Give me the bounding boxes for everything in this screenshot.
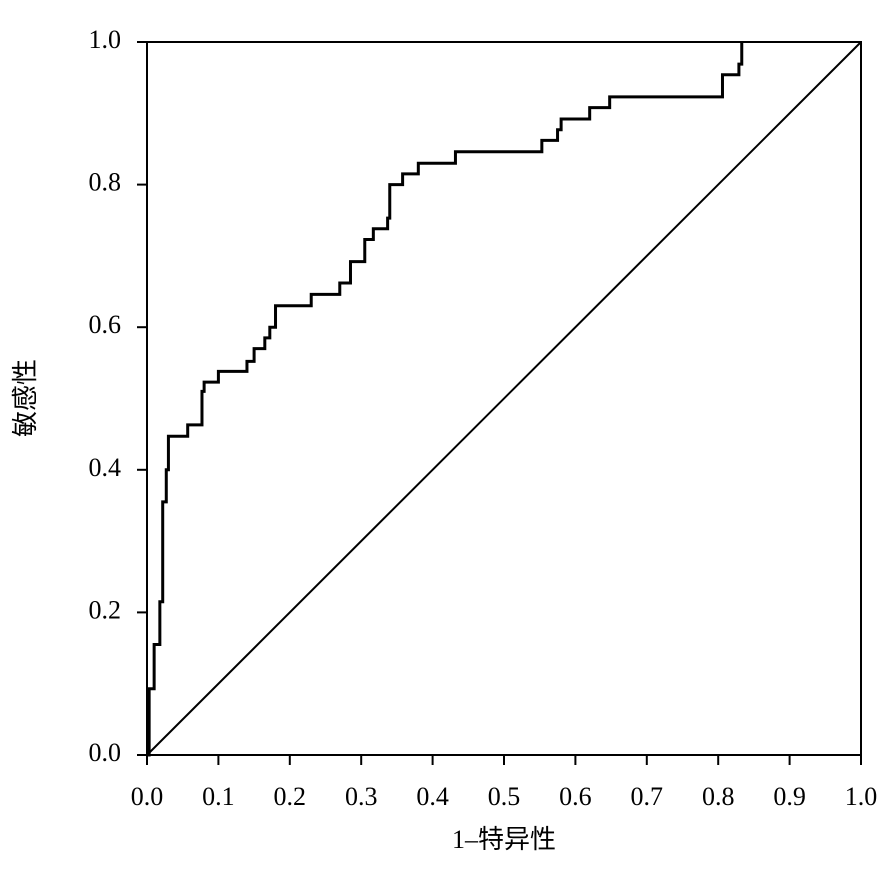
series-line — [146, 41, 862, 756]
y-tick-label: 0.2 — [89, 595, 122, 624]
y-axis-label: 敏感性 — [11, 359, 40, 437]
x-tick-label: 0.4 — [416, 782, 449, 811]
x-tick-label: 0.0 — [131, 782, 164, 811]
x-tick-label: 0.9 — [773, 782, 806, 811]
x-tick-label: 0.1 — [202, 782, 235, 811]
y-tick-label: 0.6 — [89, 310, 122, 339]
x-tick-label: 0.5 — [488, 782, 521, 811]
x-tick-label: 0.7 — [631, 782, 664, 811]
y-tick-label: 0.8 — [89, 168, 122, 197]
x-axis-label: 1–特异性 — [452, 825, 556, 854]
x-tick-label: 0.8 — [702, 782, 735, 811]
y-tick-label: 0.4 — [89, 453, 122, 482]
x-tick-label: 0.2 — [274, 782, 307, 811]
x-tick-label: 1.0 — [845, 782, 878, 811]
series-line — [147, 42, 744, 757]
x-tick-label: 0.3 — [345, 782, 378, 811]
y-tick-label: 0.0 — [89, 738, 122, 767]
x-tick-label: 0.6 — [559, 782, 592, 811]
y-tick-label: 1.0 — [89, 25, 122, 54]
